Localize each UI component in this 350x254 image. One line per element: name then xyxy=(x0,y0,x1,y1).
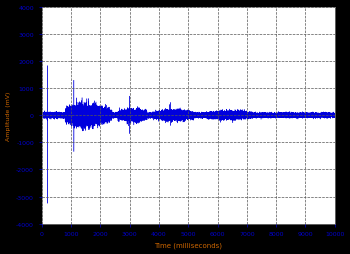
X-axis label: Time (milliseconds): Time (milliseconds) xyxy=(154,242,222,248)
Y-axis label: Amplitude (mV): Amplitude (mV) xyxy=(6,91,10,140)
